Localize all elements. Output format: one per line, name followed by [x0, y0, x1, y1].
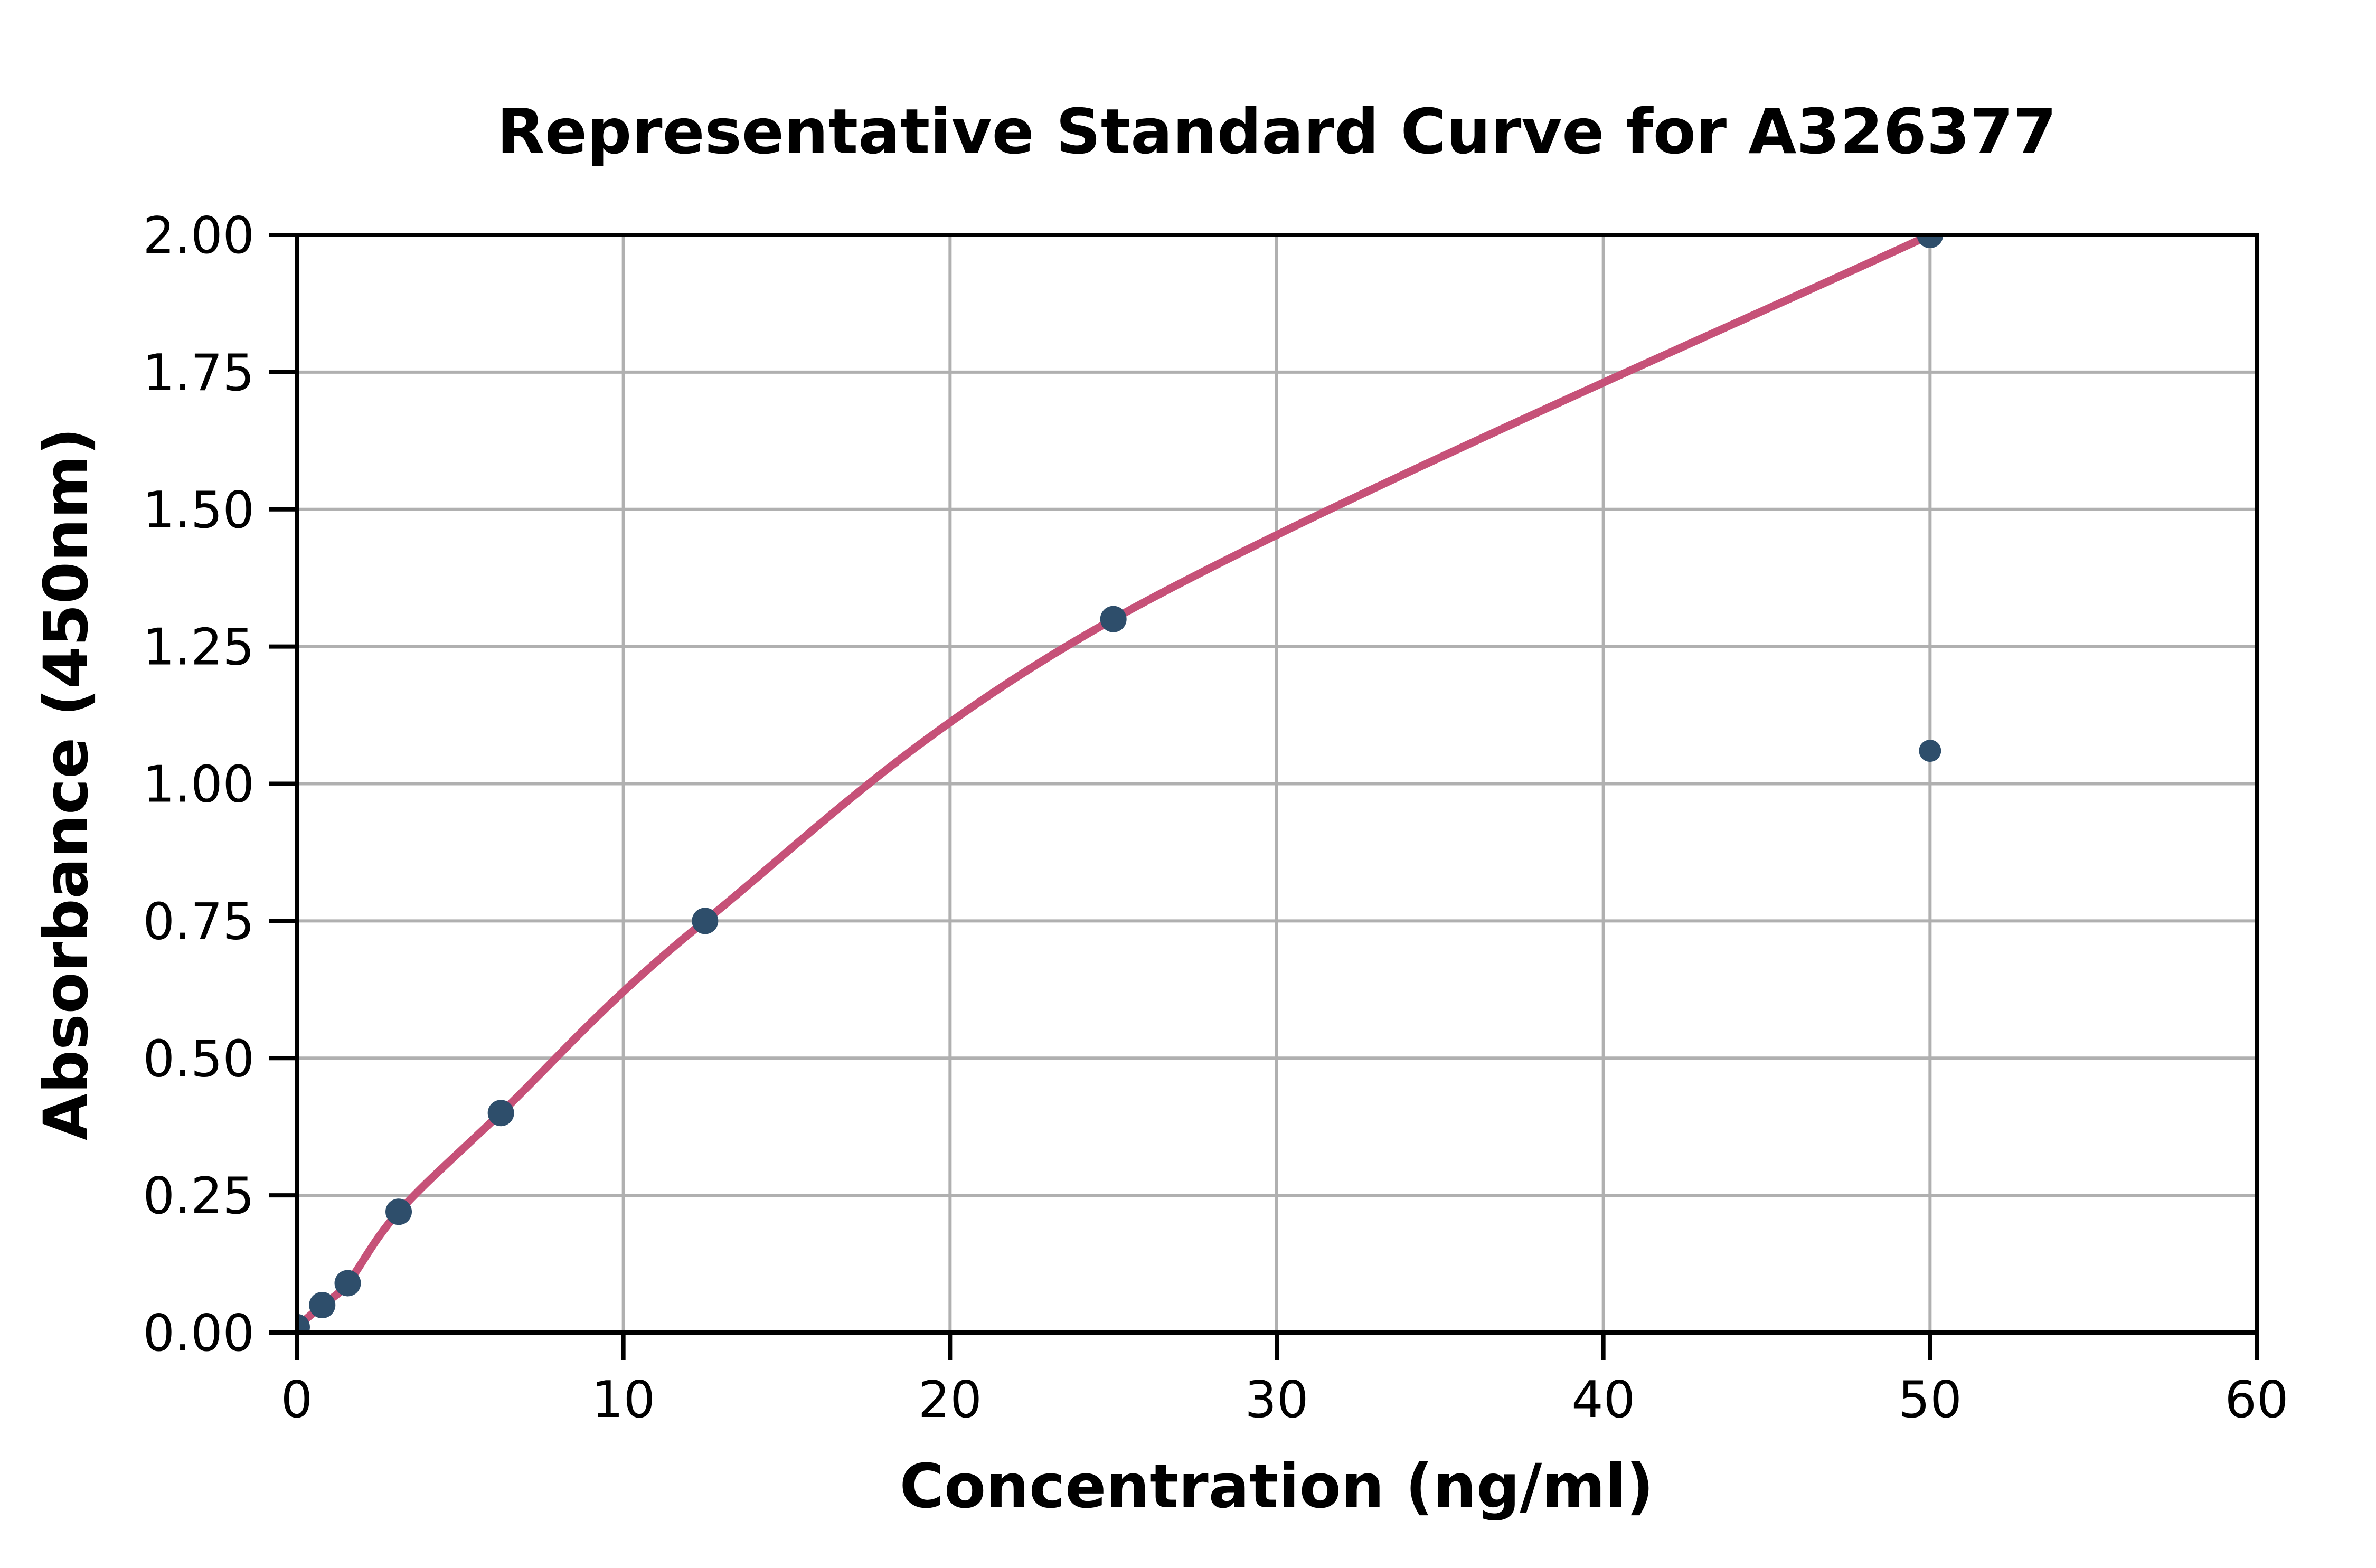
standard-points-marker — [385, 1198, 412, 1225]
x-tick-label-60: 60 — [2225, 1371, 2289, 1429]
tick-layer — [269, 233, 2259, 1360]
standard-points-marker — [692, 908, 719, 934]
y-axis-label: Absorbance (450nm) — [31, 428, 102, 1140]
chart-title: Representative Standard Curve for A32637… — [497, 95, 2057, 168]
y-tick-label-1.75: 1.75 — [143, 344, 254, 402]
y-tick-label-1.5: 1.50 — [143, 481, 254, 540]
standard-points-marker — [487, 1100, 514, 1127]
tick-label-layer: 0 10 20 30 40 50 60 0.00 0.25 0.50 0.75 1.00 1.25 1.5… — [143, 207, 2288, 1429]
fit-curve-line — [297, 235, 1934, 1331]
x-tick-label-10: 10 — [591, 1371, 655, 1429]
grid-layer — [295, 233, 2258, 1334]
standard-points-marker — [297, 1314, 310, 1333]
y-tick-label-1.25: 1.25 — [143, 619, 254, 677]
y-tick-label-2: 2.00 — [143, 207, 254, 265]
y-tick-label-0: 0.00 — [143, 1305, 254, 1363]
x-axis-label: Concentration (ng/ml) — [900, 1451, 1654, 1522]
standard-points-marker — [1917, 235, 1944, 248]
x-tick-label-40: 40 — [1571, 1371, 1635, 1429]
y-tick-label-0.5: 0.50 — [143, 1030, 254, 1088]
standard-points-marker — [309, 1292, 336, 1319]
y-tick-label-0.25: 0.25 — [143, 1167, 254, 1225]
x-tick-label-20: 20 — [918, 1371, 982, 1429]
stray-point-marker — [1919, 740, 1941, 762]
y-tick-label-1: 1.00 — [143, 756, 254, 814]
x-tick-label-30: 30 — [1245, 1371, 1309, 1429]
plot-area — [297, 235, 1944, 1333]
y-tick-label-0.75: 0.75 — [143, 893, 254, 951]
x-tick-label-50: 50 — [1898, 1371, 1962, 1429]
standard-points-marker — [334, 1270, 361, 1297]
x-tick-label-0: 0 — [281, 1371, 313, 1429]
standard-points-marker — [1100, 606, 1127, 632]
